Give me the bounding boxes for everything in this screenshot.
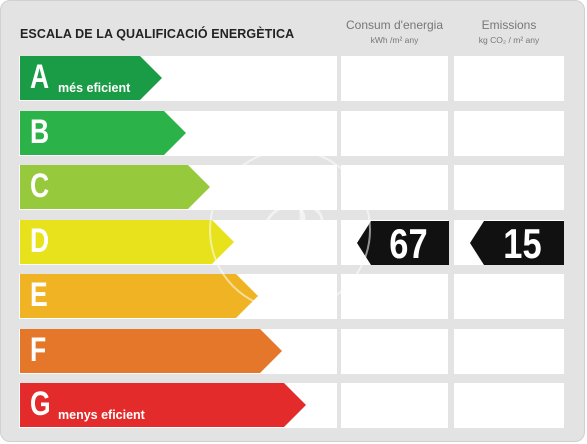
rating-arrow-shape [20, 383, 306, 427]
label-title: ESCALA DE LA QUALIFICACIÓ ENERGÈTICA [20, 27, 295, 41]
consumption-column-label: Consum d'energia [345, 18, 443, 32]
emissions-column-unit: kg CO₂ / m² any [478, 35, 540, 45]
emissions-badge-value: 15 [503, 220, 542, 267]
rating-letter: G [30, 385, 51, 423]
rating-arrow-shape [20, 56, 162, 100]
emissions-cell [454, 165, 564, 210]
emissions-badge: 15 [470, 220, 564, 267]
consumption-badge-value: 67 [389, 220, 428, 267]
emissions-cell [454, 56, 564, 101]
rating-arrow-shape [20, 274, 258, 318]
rating-arrow-shape [20, 165, 210, 209]
rating-bar-e: E [20, 274, 258, 318]
badge-arrow-shape [470, 221, 564, 265]
rating-sublabel: menys eficient [58, 408, 145, 422]
rating-bar-f: F [20, 329, 282, 373]
emissions-column-label: Emissions [481, 18, 537, 32]
emissions-cell [454, 111, 564, 156]
rating-letter: A [30, 58, 50, 96]
rating-letter: E [30, 276, 48, 314]
rating-bar-c: C [20, 165, 210, 209]
emissions-cell [454, 274, 564, 319]
consumption-column-unit: kWh /m² any [370, 35, 419, 45]
rating-letter: B [30, 113, 50, 151]
rating-arrow-shape [20, 220, 234, 264]
rating-arrow-shape [20, 111, 186, 155]
rating-letter: F [30, 331, 47, 369]
consumption-badge: 67 [357, 220, 449, 267]
rating-sublabel: més eficient [58, 81, 131, 95]
rating-bar-b: B [20, 111, 186, 155]
badge-arrow-shape [357, 221, 449, 265]
consumption-cell [341, 274, 448, 319]
rating-letter: D [30, 222, 50, 260]
emissions-column-header: Emissions kg CO₂ / m² any [454, 18, 564, 45]
consumption-cell [341, 111, 448, 156]
consumption-column-header: Consum d'energia kWh /m² any [341, 18, 448, 45]
watermark-logo [209, 149, 371, 311]
rating-arrow-shape [20, 329, 282, 373]
consumption-cell [341, 383, 448, 428]
consumption-cell [341, 56, 448, 101]
emissions-cell [454, 329, 564, 374]
consumption-cell [341, 329, 448, 374]
rating-bar-d: D [20, 220, 234, 264]
emissions-cell [454, 383, 564, 428]
rating-letter: C [30, 167, 50, 205]
